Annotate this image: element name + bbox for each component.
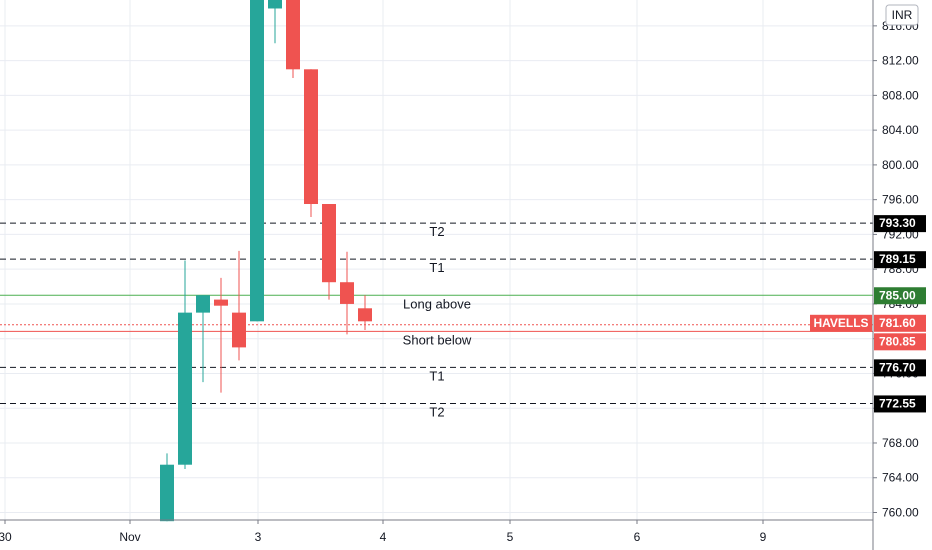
currency-label: INR [892, 8, 913, 22]
level-note: Short below [403, 332, 472, 347]
candle [250, 0, 264, 322]
price-tag: 781.60 [874, 314, 926, 332]
price-tag-label: 785.00 [879, 288, 916, 302]
price-tag-bg [874, 395, 926, 413]
y-tick-label: 760.00 [882, 506, 919, 520]
candle-body [232, 312, 246, 348]
price-tag-bg [874, 287, 926, 305]
price-tag: 780.85 [874, 333, 926, 351]
y-tick-label: 800.00 [882, 158, 919, 172]
candle [268, 0, 282, 44]
y-tick-label: 768.00 [882, 436, 919, 450]
x-tick-label: 30 [0, 530, 12, 544]
candle-body [250, 0, 264, 322]
candle-body [160, 464, 174, 522]
symbol-tag-label: HAVELLS [813, 316, 868, 330]
price-tag-bg [874, 251, 926, 269]
price-tag-label: 772.55 [879, 396, 916, 410]
price-tags: 793.30 789.15 785.00 781.60 780.85 776.70 772.… [810, 215, 926, 413]
candle [304, 69, 318, 218]
candle-body [304, 69, 318, 205]
candle-body [340, 282, 354, 304]
time-axis[interactable]: 30 Nov 3 4 5 6 9 [0, 519, 873, 544]
candle-body [286, 0, 300, 70]
level-note: T2 [429, 224, 444, 239]
price-tag-bg [874, 215, 926, 233]
candle [196, 295, 210, 383]
candlesticks [160, 0, 372, 522]
y-tick-label: 808.00 [882, 88, 919, 102]
candle-body [196, 295, 210, 313]
x-tick-label: 9 [760, 530, 767, 544]
price-tag-bg [874, 333, 926, 351]
candle [160, 453, 174, 522]
price-tag-bg [874, 314, 926, 332]
candle-body [322, 204, 336, 283]
level-note: Long above [403, 296, 471, 311]
price-levels [0, 222, 873, 404]
candle [358, 295, 372, 331]
x-tick-label: 4 [380, 530, 387, 544]
price-axis[interactable]: 760.00764.00768.00772.00776.00780.00784.… [872, 0, 919, 550]
price-tag-label: 789.15 [879, 252, 916, 266]
level-note: T1 [429, 260, 444, 275]
price-tag: 793.30 [874, 215, 926, 233]
price-tag: 789.15 [874, 251, 926, 269]
x-tick-label: Nov [119, 530, 140, 544]
x-tick-label: 6 [634, 530, 641, 544]
candle [286, 0, 300, 78]
symbol-tag: HAVELLS [810, 314, 872, 332]
symbol-tag-bg [810, 314, 872, 332]
candle-body [268, 0, 282, 9]
price-tag-label: 793.30 [879, 216, 916, 230]
price-tag: 785.00 [874, 287, 926, 305]
price-tag-label: 780.85 [879, 334, 916, 348]
y-tick-label: 804.00 [882, 123, 919, 137]
y-tick-label: 812.00 [882, 54, 919, 68]
level-note: T2 [429, 404, 444, 419]
currency-badge[interactable]: INR [885, 4, 919, 26]
x-tick-label: 5 [507, 530, 514, 544]
candle [232, 250, 246, 361]
candle [322, 204, 336, 300]
y-tick-label: 764.00 [882, 471, 919, 485]
level-annotations: T2 T1 Long above Short below T1 T2 [403, 224, 472, 419]
candle [214, 277, 228, 393]
price-tag: 772.55 [874, 395, 926, 413]
candle [340, 251, 354, 335]
candle [178, 260, 192, 470]
y-tick-label: 796.00 [882, 193, 919, 207]
price-tag-label: 781.60 [879, 316, 916, 330]
candle-body [178, 312, 192, 465]
price-tag-label: 776.70 [879, 360, 916, 374]
price-tag: 776.70 [874, 359, 926, 377]
candle-body [214, 299, 228, 306]
candle-body [358, 308, 372, 322]
price-tag-bg [874, 359, 926, 377]
level-note: T1 [429, 368, 444, 383]
x-tick-label: 3 [255, 530, 262, 544]
